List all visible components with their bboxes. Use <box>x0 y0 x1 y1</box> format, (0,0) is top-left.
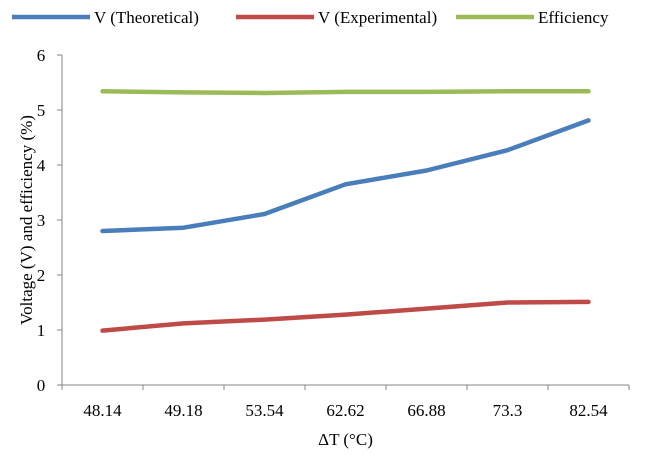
legend-label: V (Experimental) <box>318 8 437 27</box>
y-axis-title: Voltage (V) and efficiency (%) <box>17 115 36 325</box>
legend-item-v-theoretical: V (Theoretical) <box>12 8 199 27</box>
legend-label: Efficiency <box>538 8 609 27</box>
series-lines <box>100 89 591 333</box>
y-tick-label: 5 <box>37 101 46 120</box>
y-tick-label: 2 <box>37 266 46 285</box>
x-tick-label: 62.62 <box>326 401 364 420</box>
x-tick-label: 53.54 <box>245 401 284 420</box>
axes <box>61 55 629 386</box>
y-tick-label: 1 <box>37 321 46 340</box>
x-tick-label: 66.88 <box>407 401 445 420</box>
y-tick-label: 6 <box>37 46 46 65</box>
legend-item-v-experimental: V (Experimental) <box>236 8 437 27</box>
y-ticks: 0 1 2 3 4 5 6 <box>37 46 62 395</box>
x-tick-label: 82.54 <box>569 401 608 420</box>
legend-label: V (Theoretical) <box>94 8 199 27</box>
series-line-v-experimental <box>100 299 591 333</box>
series-line-v-theoretical <box>100 118 591 234</box>
series-line-efficiency <box>100 89 591 96</box>
y-tick-label: 4 <box>37 156 46 175</box>
y-tick-label: 0 <box>37 376 46 395</box>
legend: V (Theoretical) V (Experimental) Efficienc… <box>12 8 609 27</box>
legend-item-efficiency: Efficiency <box>456 8 609 27</box>
x-tick-label: 73.3 <box>493 401 523 420</box>
x-tick-label: 49.18 <box>164 401 202 420</box>
y-tick-label: 3 <box>37 211 46 230</box>
x-tick-label: 48.14 <box>83 401 122 420</box>
x-axis-title: ΔT (°C) <box>318 430 373 449</box>
x-ticks: 48.14 49.18 53.54 62.62 66.88 73.3 82.54 <box>61 385 630 420</box>
